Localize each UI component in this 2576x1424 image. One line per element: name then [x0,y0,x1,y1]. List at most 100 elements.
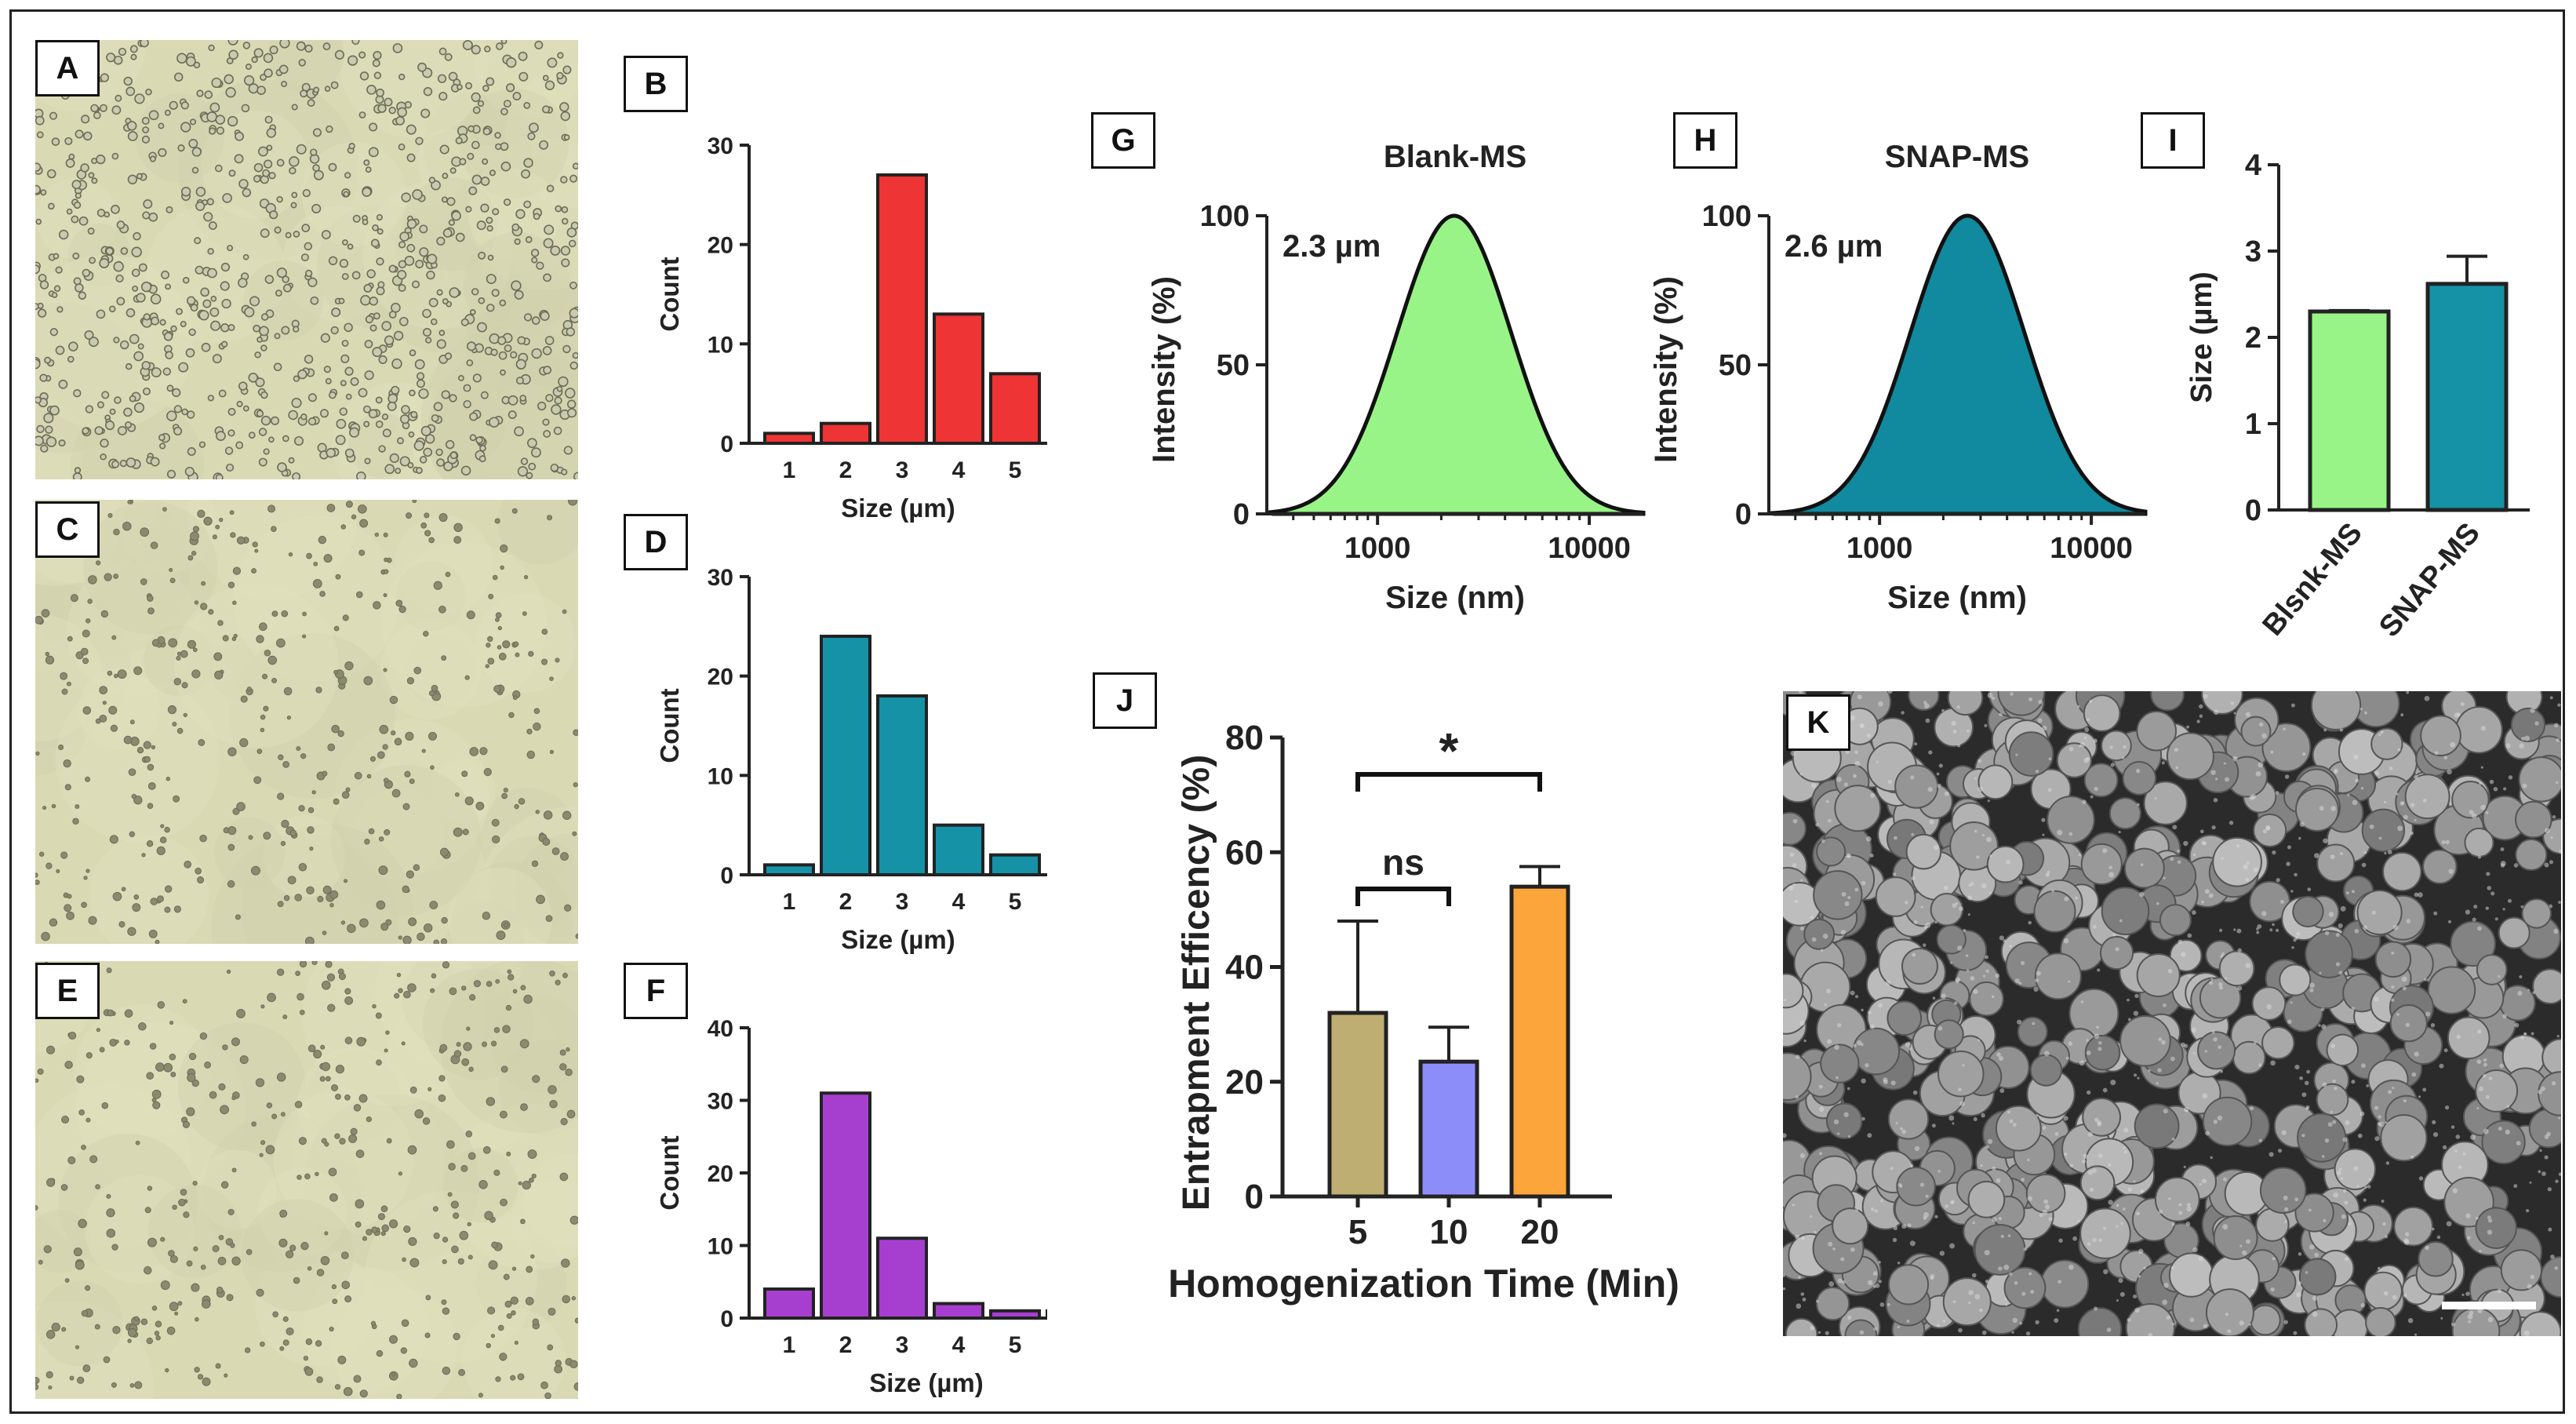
particle [442,1307,450,1315]
surface-grain [2233,712,2236,715]
particle [457,1258,464,1265]
y-tick-label: 100 [1702,200,1752,233]
particle [376,213,383,221]
y-tick-label: 80 [1225,719,1264,757]
microsphere [2119,1014,2171,1067]
surface-grain [1792,818,1798,824]
surface-grain [2305,1105,2310,1109]
particle [414,1109,424,1119]
surface-grain [1800,1292,1805,1296]
particle [149,155,156,162]
surface-grain [1901,1129,1907,1134]
surface-grain [2500,847,2505,851]
surface-grain [2391,985,2395,989]
particle [543,430,551,438]
surface-grain [2556,737,2560,742]
surface-grain [2175,766,2179,770]
particle [285,231,292,239]
surface-grain [2338,923,2343,929]
particle [435,448,443,457]
surface-grain [2045,872,2050,877]
particle [572,162,578,169]
particle [58,379,68,389]
surface-grain [2266,1003,2272,1010]
surface-grain [2363,925,2368,931]
surface-grain [2054,1131,2059,1136]
particle [453,827,463,837]
particle [431,414,439,422]
particle [377,751,385,759]
surface-grain [2138,1275,2141,1278]
surface-grain [2109,745,2113,749]
micrograph-a [35,40,578,479]
microsphere [2134,1103,2180,1149]
particle [317,895,324,903]
surface-grain [2454,1149,2458,1153]
surface-grain [2418,1176,2424,1181]
particle [276,638,286,648]
particle [449,987,457,996]
particle [355,1199,365,1209]
surface-grain [1810,1325,1815,1331]
surface-grain [2178,939,2183,945]
microsphere [1852,1027,1900,1076]
surface-grain [2547,1187,2552,1192]
particle [278,1238,288,1247]
particle [51,1322,60,1332]
particle [136,173,143,180]
surface-grain [2388,1090,2392,1094]
particle [353,1375,362,1383]
surface-grain [2009,945,2013,948]
particle [150,898,158,905]
surface-grain [1836,1076,1839,1080]
particle [526,750,536,759]
surface-grain [1974,1294,1981,1299]
particle [172,721,177,727]
microsphere [2083,694,2121,732]
particle [363,284,373,293]
particle [187,447,196,456]
particle [96,1028,100,1032]
particle [242,253,249,260]
particle [251,568,257,574]
surface-grain [2166,1315,2170,1320]
particle [335,574,341,580]
surface-grain [2204,1050,2207,1053]
particle [129,719,135,725]
surface-grain [2170,1266,2174,1269]
particle [180,1189,187,1196]
particle [113,574,119,579]
microsphere [2519,1311,2561,1336]
particle [543,366,552,375]
particle [96,401,104,409]
surface-grain [1861,1008,1864,1012]
microsphere [2232,1040,2266,1075]
surface-grain [2287,1019,2292,1025]
surface-grain [1900,1127,1904,1131]
microsphere [1934,1019,1964,1050]
surface-grain [1968,1290,1974,1295]
surface-grain [2009,1119,2014,1124]
particle [371,1226,378,1233]
particle [176,651,182,656]
surface-grain [2355,778,2360,783]
surface-grain [1788,885,1794,891]
particle [486,77,495,86]
particle [49,327,58,337]
particle [323,554,333,563]
photo-texture [442,155,578,327]
particle [363,676,373,686]
particle [45,436,57,447]
surface-grain [2221,857,2224,860]
particle [451,1245,459,1254]
particle [125,362,133,370]
surface-grain [2283,727,2286,731]
particle [145,88,152,96]
particle [400,414,410,424]
particle [438,513,448,523]
surface-grain [2140,863,2144,867]
particle [258,457,267,467]
particle [378,445,386,453]
surface-grain [2103,1269,2108,1275]
